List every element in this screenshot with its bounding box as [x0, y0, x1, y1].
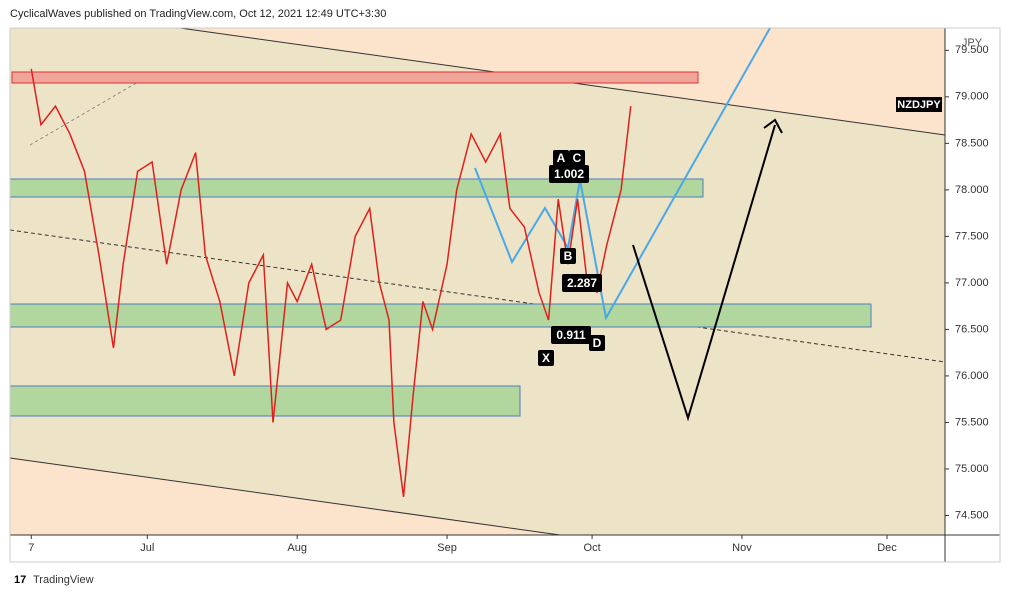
ratio-box — [549, 165, 589, 183]
x-tick-label: Nov — [732, 542, 752, 554]
y-tick-label: 76.000 — [955, 370, 989, 382]
y-tick-label: 77.500 — [955, 230, 989, 242]
pattern-label-box — [589, 335, 605, 351]
y-tick-label: 77.000 — [955, 277, 989, 289]
trend-line — [29, 74, 151, 146]
x-tick-label: 7 — [28, 542, 34, 554]
ratio: 0.911 — [556, 328, 586, 342]
pattern-label-box — [560, 248, 576, 264]
y-tick-label: 75.000 — [955, 463, 989, 475]
forecast — [632, 124, 776, 422]
x-tick-label: Dec — [877, 542, 897, 554]
logo: 17 — [14, 574, 26, 586]
channel-bottom — [9, 457, 561, 536]
y-tick-label: 79.000 — [955, 91, 989, 103]
x-tick-label: Aug — [287, 542, 307, 554]
currency: JPY — [962, 37, 983, 49]
x-tick-label: Oct — [584, 542, 601, 554]
pattern-label: A — [557, 151, 566, 165]
x-tick-label: Jul — [140, 542, 154, 554]
pattern-label-box — [553, 150, 569, 166]
y-tick-label: 78.500 — [955, 137, 989, 149]
currency-box — [960, 36, 984, 50]
y-tick-label: 78.000 — [955, 184, 989, 196]
pattern-label: D — [593, 336, 602, 350]
zone — [9, 178, 704, 198]
ratio-box — [551, 326, 591, 344]
symbol: NZDJPY — [897, 99, 941, 111]
pattern-label: X — [542, 351, 550, 365]
x-tick-label: Sep — [437, 542, 457, 554]
pattern-label-box — [569, 150, 585, 166]
pattern-label-box — [538, 350, 554, 366]
y-tick-label: 75.500 — [955, 416, 989, 428]
zone — [9, 385, 521, 417]
y-tick-label: 76.500 — [955, 323, 989, 335]
brand: TradingView — [33, 574, 94, 586]
ratio-box — [562, 274, 602, 292]
pattern-label: B — [564, 249, 573, 263]
symbol-box — [896, 97, 942, 112]
y-tick-label: 79.500 — [955, 44, 989, 56]
zone — [9, 303, 872, 328]
arrow-head — [763, 118, 783, 134]
header: CyclicalWaves published on TradingView.c… — [10, 8, 386, 20]
y-tick-label: 74.500 — [955, 509, 989, 521]
resistance-zone — [11, 71, 699, 84]
mid-line — [9, 229, 946, 363]
frame — [9, 27, 1001, 563]
price-line — [30, 68, 632, 497]
ratio: 1.002 — [554, 167, 584, 181]
pattern-label: C — [573, 151, 582, 165]
ratio: 2.287 — [567, 276, 597, 290]
